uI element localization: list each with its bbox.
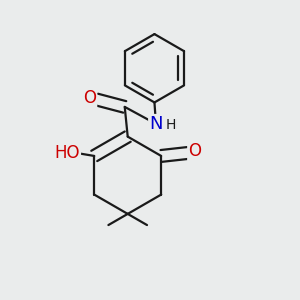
Text: H: H [167,118,178,132]
Text: O: O [83,89,97,107]
Text: O: O [188,142,201,160]
Text: N: N [149,115,163,133]
Text: HO: HO [55,144,80,162]
Text: N: N [149,115,163,133]
Text: H: H [166,118,176,132]
